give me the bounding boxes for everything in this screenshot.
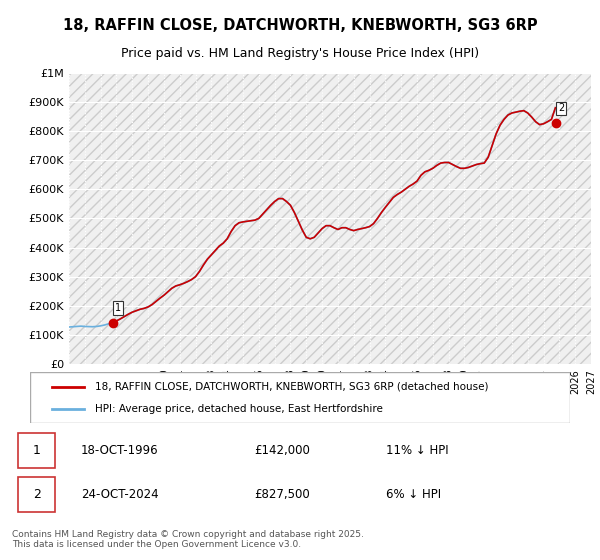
Text: 18-OCT-1996: 18-OCT-1996 bbox=[81, 444, 159, 457]
Text: 11% ↓ HPI: 11% ↓ HPI bbox=[386, 444, 449, 457]
Text: 2: 2 bbox=[33, 488, 41, 501]
Text: 1: 1 bbox=[115, 303, 121, 313]
Text: Price paid vs. HM Land Registry's House Price Index (HPI): Price paid vs. HM Land Registry's House … bbox=[121, 48, 479, 60]
FancyBboxPatch shape bbox=[18, 433, 55, 468]
Text: 2: 2 bbox=[558, 104, 564, 114]
Text: 24-OCT-2024: 24-OCT-2024 bbox=[81, 488, 159, 501]
FancyBboxPatch shape bbox=[18, 477, 55, 512]
Text: 18, RAFFIN CLOSE, DATCHWORTH, KNEBWORTH, SG3 6RP (detached house): 18, RAFFIN CLOSE, DATCHWORTH, KNEBWORTH,… bbox=[95, 381, 488, 391]
Text: £827,500: £827,500 bbox=[254, 488, 310, 501]
Text: 18, RAFFIN CLOSE, DATCHWORTH, KNEBWORTH, SG3 6RP: 18, RAFFIN CLOSE, DATCHWORTH, KNEBWORTH,… bbox=[62, 18, 538, 33]
Text: £142,000: £142,000 bbox=[254, 444, 310, 457]
Text: 1: 1 bbox=[33, 444, 41, 457]
FancyBboxPatch shape bbox=[30, 372, 570, 423]
Text: HPI: Average price, detached house, East Hertfordshire: HPI: Average price, detached house, East… bbox=[95, 404, 383, 414]
Text: 6% ↓ HPI: 6% ↓ HPI bbox=[386, 488, 442, 501]
Text: Contains HM Land Registry data © Crown copyright and database right 2025.
This d: Contains HM Land Registry data © Crown c… bbox=[12, 530, 364, 549]
